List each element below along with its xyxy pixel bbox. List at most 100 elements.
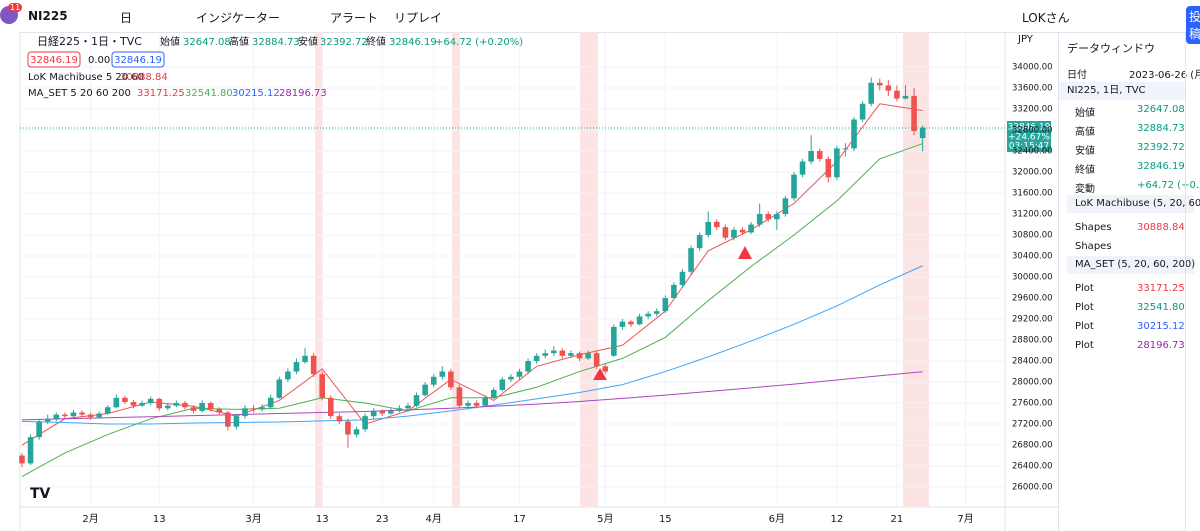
y-tick-label: 32000.00 <box>1012 168 1053 178</box>
symbol-search[interactable]: NI225 <box>28 9 68 23</box>
legend-o: 32647.08 <box>183 37 231 48</box>
candle-body <box>27 437 34 464</box>
candle-body <box>36 421 42 438</box>
candle-body <box>430 376 437 385</box>
alert-button[interactable]: アラート <box>330 11 379 25</box>
candle-body <box>250 408 257 410</box>
candle-body <box>611 326 617 356</box>
legend-l: 32392.72 <box>320 37 368 48</box>
interval[interactable]: 日 <box>120 11 133 25</box>
dw-value: 30888.84 <box>1137 222 1185 233</box>
dw-date: 2023-06-26 (月 <box>1129 70 1200 81</box>
candle-body <box>267 397 274 408</box>
candle-body <box>808 151 814 162</box>
candle-body <box>705 221 712 236</box>
candle-body <box>765 214 772 220</box>
candle-body <box>439 371 446 377</box>
candle-body <box>542 353 549 356</box>
dw-label: Shapes <box>1075 222 1112 233</box>
candle-body <box>310 355 317 375</box>
x-tick-label: 5月 <box>597 513 613 525</box>
dw-section: MA_SET (5, 20, 60, 200) <box>1067 256 1195 274</box>
candle-body <box>868 82 874 104</box>
candle-body <box>456 387 463 406</box>
indicator2-value: 32541.80 <box>185 88 233 99</box>
candle-body <box>731 229 737 238</box>
dw-label: Plot <box>1075 302 1094 313</box>
bid-box[interactable] <box>27 51 81 68</box>
price-label-pct: +24.67% <box>1008 133 1050 143</box>
candle-body <box>327 397 334 417</box>
candle-body <box>756 214 763 225</box>
candle-body <box>44 418 51 422</box>
candle-body <box>276 379 283 398</box>
candle-body <box>405 405 411 409</box>
dw-label: Plot <box>1075 340 1094 351</box>
candle-body <box>653 311 660 314</box>
candle-body <box>508 376 514 380</box>
candle-body <box>679 271 686 285</box>
publish-button[interactable]: 投稿 <box>1186 6 1200 44</box>
currency[interactable]: JPY <box>1017 34 1034 45</box>
dw-label: 始値 <box>1075 108 1095 119</box>
ask: 32846.19 <box>114 55 162 66</box>
x-tick-label: 23 <box>376 514 389 525</box>
y-tick-label: 33600.00 <box>1012 84 1053 94</box>
y-tick-label: 26400.00 <box>1012 462 1053 472</box>
candle-body <box>207 403 214 410</box>
price-label-box <box>1007 121 1051 152</box>
candle-body <box>739 229 746 233</box>
legend-h: 32884.73 <box>252 37 300 48</box>
candle-body <box>413 395 420 406</box>
indicators-button[interactable]: インジケーター <box>196 11 281 25</box>
candle-body <box>293 362 300 372</box>
candle-body <box>799 161 806 175</box>
ma-line <box>21 143 923 477</box>
candle-body <box>336 416 343 422</box>
dw-label: Plot <box>1075 283 1094 294</box>
candle-body <box>345 421 351 435</box>
legend-h-label: 高値 <box>229 35 249 48</box>
candle-body <box>748 224 754 233</box>
x-tick-label: 13 <box>153 514 166 525</box>
candle-body <box>353 429 360 435</box>
y-tick-label: 26800.00 <box>1012 441 1053 451</box>
dw-label: Plot <box>1075 321 1094 332</box>
indicator1-value: 30888.84 <box>120 72 168 83</box>
x-tick-label: 17 <box>513 514 526 525</box>
candle-body <box>130 401 137 406</box>
y-tick-label: 28400.00 <box>1012 357 1053 367</box>
badge: 11 <box>8 3 23 12</box>
candle-body <box>379 410 386 414</box>
candle-body <box>696 235 703 249</box>
candle-body <box>568 353 574 356</box>
dw-label: 終値 <box>1075 165 1095 176</box>
candle-body <box>70 412 77 417</box>
ask-box[interactable] <box>111 51 165 68</box>
candle-body <box>147 398 154 404</box>
candle-body <box>139 403 145 406</box>
bid: 32846.19 <box>30 55 78 66</box>
candle-body <box>122 397 128 402</box>
dw-value: 32884.73 <box>1137 123 1185 134</box>
y-tick-label: 28000.00 <box>1012 378 1053 388</box>
candle-body <box>482 397 488 406</box>
user-layout[interactable]: LOKさん <box>1022 11 1070 25</box>
legend-l-label: 安値 <box>298 35 318 48</box>
y-tick-label: 28800.00 <box>1012 336 1053 346</box>
candle-body <box>190 407 197 411</box>
candle-body <box>645 313 651 317</box>
replay-button[interactable]: リプレイ <box>394 11 443 25</box>
right-sidebar <box>1185 32 1200 531</box>
candle-body <box>490 389 497 398</box>
y-tick-label: 30000.00 <box>1012 273 1053 283</box>
indicator2-value: 28196.73 <box>279 88 327 99</box>
candle-body <box>636 316 643 325</box>
candle-body <box>319 374 325 398</box>
candle-body <box>902 95 909 99</box>
candle-body <box>216 409 223 413</box>
candle-body <box>79 412 85 415</box>
y-tick-label: 32400.00 <box>1012 147 1053 157</box>
candle-body <box>602 366 609 372</box>
indicator2-name: MA_SET 5 20 60 200 <box>28 88 131 99</box>
